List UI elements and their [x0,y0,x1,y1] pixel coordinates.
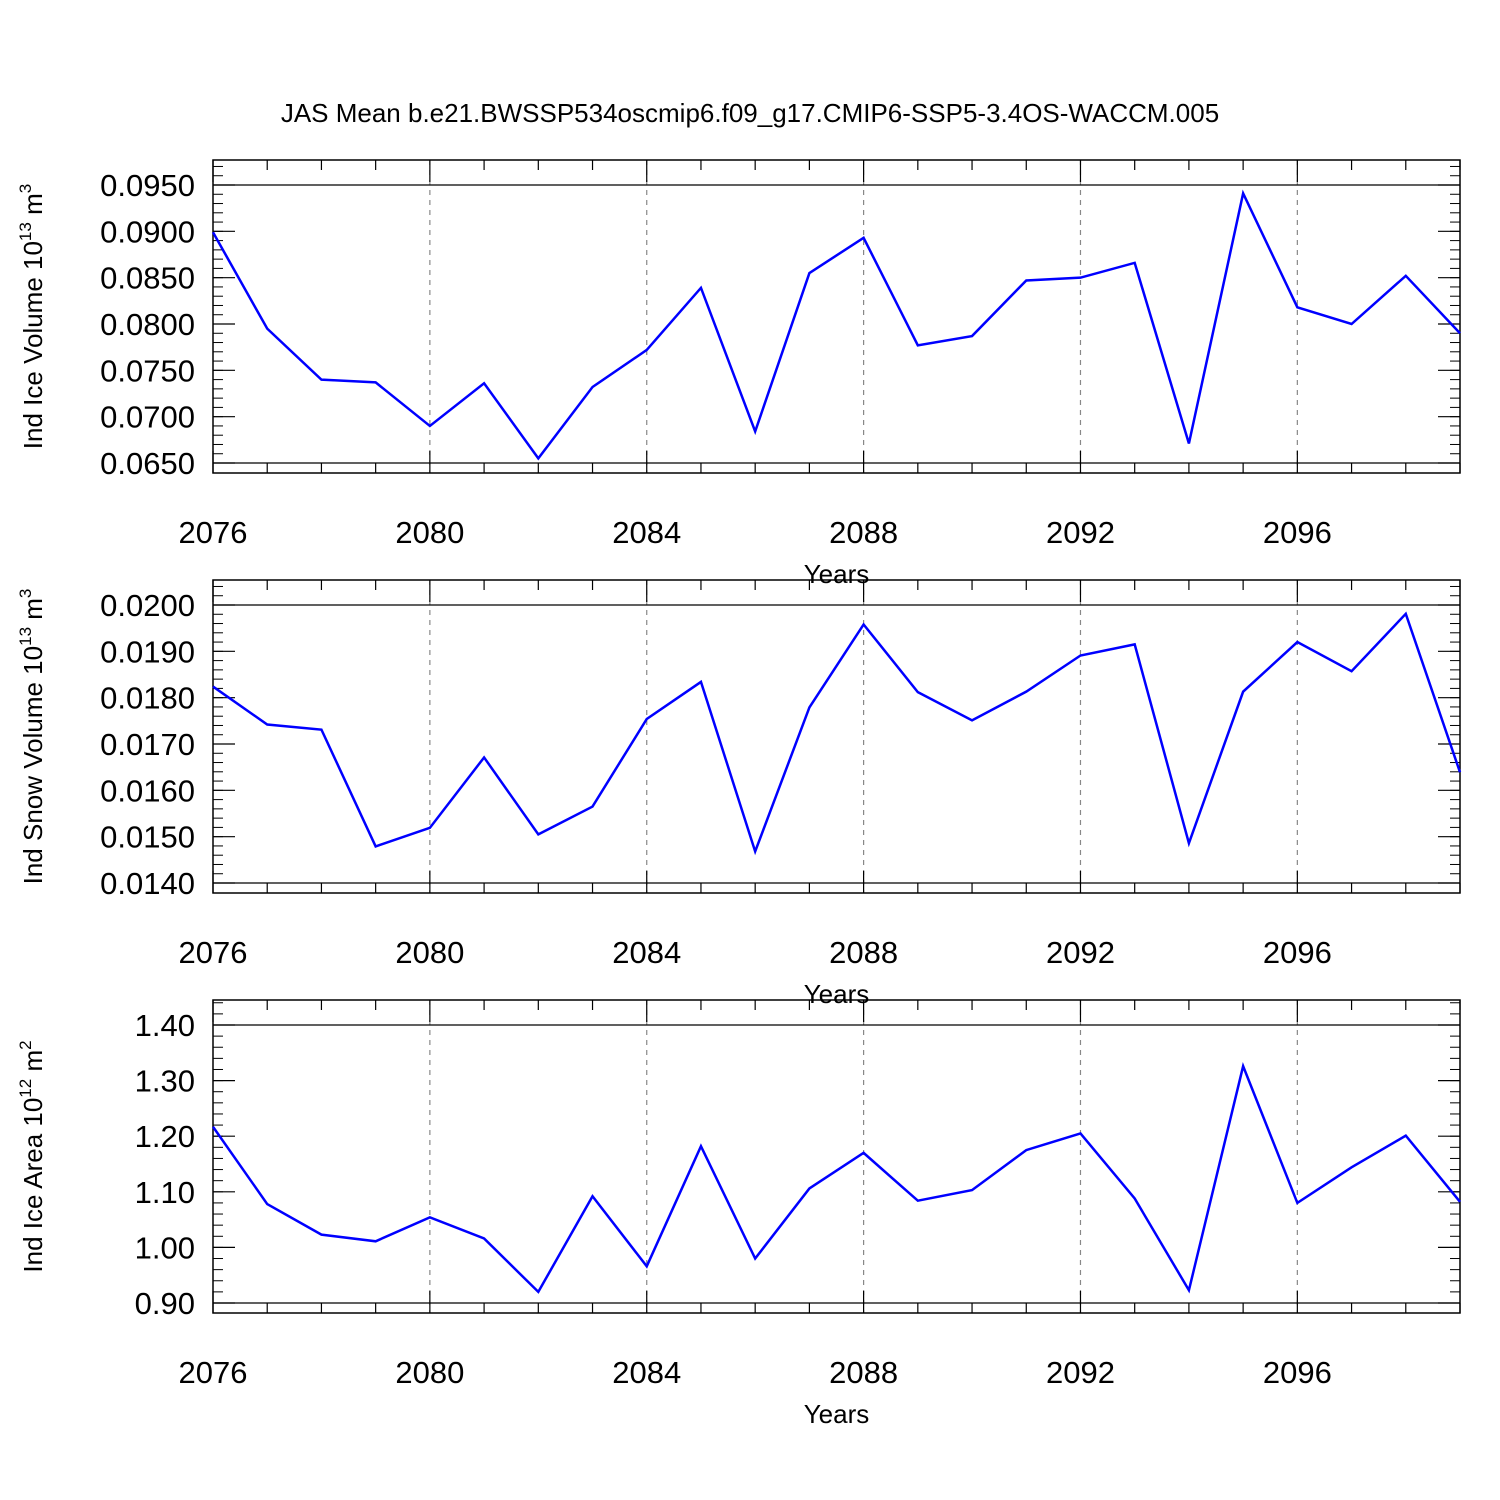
panel1-xtick-label-2096: 2096 [1263,515,1332,550]
panel2-ytick-label-3: 0.0170 [100,727,195,762]
panel1-ylabel-unit: m [18,193,48,222]
panel3-ylabel-unit-exponent: 2 [16,1040,35,1049]
panel2-xtick-label-2080: 2080 [395,935,464,970]
panel-2: 0.0140 0.0150 0.0160 0.0170 0.0180 0.0190 0.02… [16,579,1462,1009]
panel1-series-line-0 [211,189,1461,461]
panel2-ylabel-unit-exponent: 3 [16,589,35,598]
panel-1: 0.0650 0.0700 0.0750 0.0800 0.0850 0.0900 0.09… [16,159,1461,589]
panel2-ytick-label-5: 0.0190 [100,634,195,669]
panel3-xtick-label-2096: 2096 [1263,1355,1332,1390]
panel3-ytick-label-2: 1.10 [135,1175,195,1210]
panel1-ytick-label-0: 0.0650 [100,446,195,481]
panel2-frame [212,579,1461,894]
panel2-ytick-label-1: 0.0150 [100,820,195,855]
panel1-xlabel: Years [804,559,870,589]
panel3-ylabel: Ind Ice Area 1012 m2 [16,1040,48,1272]
panel3-ytick-label-0: 0.90 [135,1286,195,1321]
panel1-ylabel-exponent: 13 [16,222,35,241]
panel3-ytick-label-4: 1.30 [135,1064,195,1099]
panel1-xtick-label-2088: 2088 [829,515,898,550]
panel2-ylabel: Ind Snow Volume 1013 m3 [16,589,48,885]
panel1-ytick-label-6: 0.0950 [100,168,195,203]
panel1-xtick-label-2092: 2092 [1046,515,1115,550]
panel2-xtick-label-2092: 2092 [1046,935,1115,970]
panel3-ylabel-unit: m [18,1050,48,1079]
panel3-xtick-label-2076: 2076 [179,1355,248,1390]
panel3-ytick-label-3: 1.20 [135,1119,195,1154]
panel1-ylabel-unit-exponent: 3 [16,184,35,193]
panel3-ylabel-exponent: 12 [16,1079,35,1098]
panel1-ytick-label-2: 0.0750 [100,353,195,388]
panel3-xtick-label-2088: 2088 [829,1355,898,1390]
panel3-ytick-label-5: 1.40 [135,1008,195,1043]
panel1-ytick-label-3: 0.0800 [100,307,195,342]
panel2-ytick-label-6: 0.0200 [100,588,195,623]
panel2-series-line-0 [212,611,1462,856]
panel2-xtick-label-2088: 2088 [829,935,898,970]
panel2-xlabel: Years [804,979,870,1009]
panel1-frame [212,159,1461,474]
panel-3: 0.90 1.00 1.10 1.20 1.30 1.40 2076 2080 2084 2088… [16,999,1461,1429]
panel2-xtick-label-2076: 2076 [179,935,248,970]
chart-panels: 0.0650 0.0700 0.0750 0.0800 0.0850 0.0900 0.09… [16,159,1462,1429]
panel2-xtick-label-2096: 2096 [1263,935,1332,970]
panel1-ytick-label-5: 0.0900 [100,214,195,249]
panel3-series-line-0 [211,1062,1461,1294]
panel2-ylabel-main: Ind Snow Volume 10 [18,646,48,885]
panel2-ytick-label-2: 0.0160 [100,773,195,808]
panel2-ytick-label-0: 0.0140 [100,866,195,901]
panel2-ytick-label-4: 0.0180 [100,681,195,716]
panel3-xtick-label-2080: 2080 [395,1355,464,1390]
panel2-ylabel-exponent: 13 [16,627,35,646]
panel1-ytick-label-4: 0.0850 [100,261,195,296]
panel1-ylabel-main: Ind Ice Volume 10 [18,241,48,449]
panel1-ylabel: Ind Ice Volume 1013 m3 [16,184,48,449]
panel3-ytick-label-1: 1.00 [135,1230,195,1265]
panel1-xtick-label-2076: 2076 [179,515,248,550]
panel3-xtick-label-2092: 2092 [1046,1355,1115,1390]
chart-title: JAS Mean b.e21.BWSSP534oscmip6.f09_g17.C… [281,98,1219,128]
panel2-ylabel-unit: m [18,598,48,627]
panel3-frame [212,999,1461,1314]
panel1-xtick-label-2080: 2080 [395,515,464,550]
panel1-xtick-label-2084: 2084 [612,515,681,550]
panel2-xtick-label-2084: 2084 [612,935,681,970]
panel3-ylabel-main: Ind Ice Area 10 [18,1098,48,1273]
panel3-xtick-label-2084: 2084 [612,1355,681,1390]
panel1-ytick-label-1: 0.0700 [100,400,195,435]
panel3-xlabel: Years [804,1399,870,1429]
